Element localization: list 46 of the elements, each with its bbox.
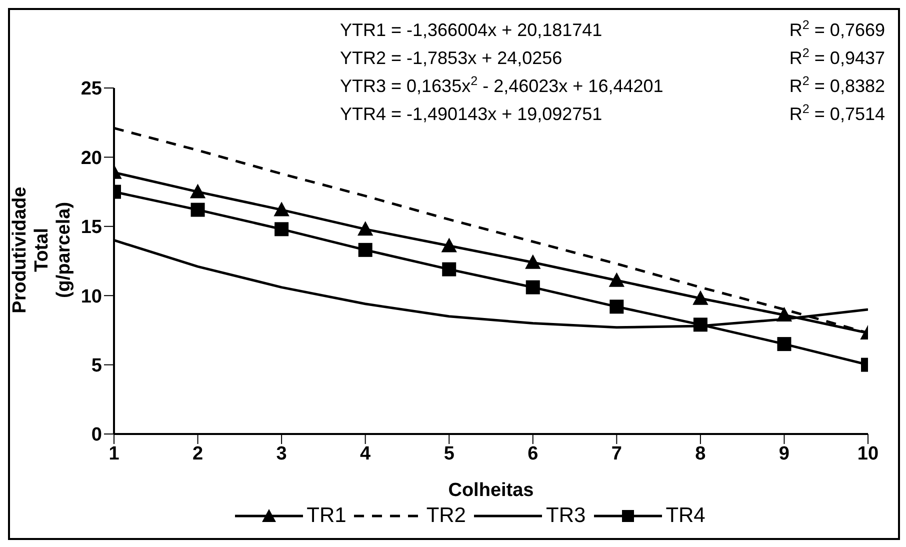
- x-tick-label: 7: [611, 443, 622, 464]
- x-tick-label: 8: [695, 443, 706, 464]
- x-tick-label: 4: [360, 443, 372, 464]
- x-tick-label: 3: [276, 443, 287, 464]
- text: YTR1 = -1,366004x + 20,181741: [340, 19, 604, 42]
- y-tick-label: 25: [80, 78, 102, 100]
- legend-label: TR4: [666, 504, 706, 528]
- point: [442, 238, 457, 252]
- text: R$^{2}$ = 0,9437: [789, 46, 885, 70]
- annotation: YTR4 = -1,490143x + 19,092751: [340, 103, 604, 126]
- point: [610, 300, 624, 314]
- point: [526, 280, 540, 294]
- point: [190, 202, 205, 217]
- point: [358, 242, 372, 257]
- x-axis-title: Colheitas: [448, 480, 534, 501]
- point: [274, 202, 290, 216]
- x-tick-label: 2: [192, 443, 204, 464]
- point: [776, 307, 792, 322]
- point: [777, 337, 792, 352]
- point: [693, 318, 708, 332]
- point: [525, 254, 540, 269]
- point: [190, 184, 206, 198]
- y-tick-label: 20: [80, 148, 102, 169]
- annotation: R$^{2}$ = 0,8382: [789, 74, 885, 98]
- point: [609, 272, 624, 287]
- legend-label: TR2: [426, 504, 466, 528]
- annotation: YTR3 = 0,1635x$^{2}$ - 2,46023x + 16,44201: [340, 74, 664, 98]
- y-tick-label: 15: [80, 217, 102, 238]
- x-tick-label: 6: [528, 443, 538, 464]
- text: YTR2 = -1,7853x + 24,0256: [340, 47, 564, 70]
- y-tick-label: 5: [91, 356, 102, 377]
- x-tick-label: 9: [778, 443, 790, 464]
- annotation: R$^{2}$ = 0,7514: [789, 102, 885, 126]
- point: [274, 222, 289, 236]
- x-tick-label: 10: [857, 443, 879, 464]
- point: [692, 290, 708, 305]
- point: [358, 222, 373, 236]
- legend-label: TR3: [546, 504, 586, 528]
- y-tick-label: 10: [80, 286, 102, 308]
- x-tick-label: 5: [444, 443, 455, 464]
- y-tick-label: 0: [91, 424, 102, 446]
- point: [442, 262, 456, 276]
- y-axis-title: Produtividade Total (g/parcela): [9, 186, 75, 314]
- x-tick-label: 1: [108, 443, 120, 464]
- legend-label: TR1: [306, 504, 346, 528]
- text: R$^{2}$ = 0,7669: [789, 18, 885, 42]
